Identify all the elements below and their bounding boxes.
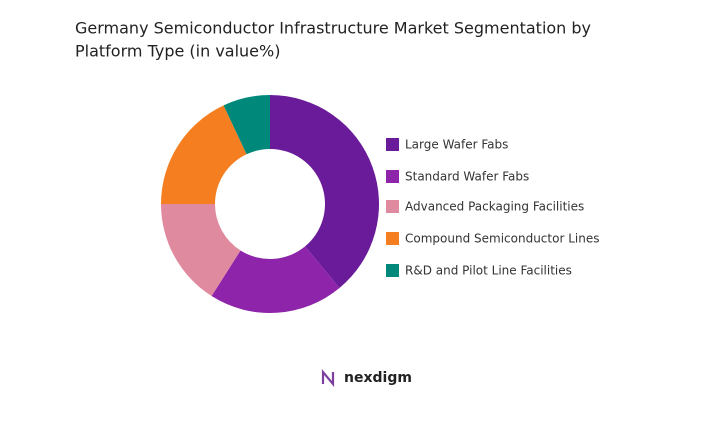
- legend-label: Standard Wafer Fabs: [405, 170, 529, 184]
- logo-icon: [321, 368, 335, 388]
- legend-swatch: [386, 200, 399, 213]
- donut-slice: [161, 105, 247, 204]
- logo-text: nexdigm: [344, 370, 412, 386]
- donut-slice: [270, 95, 379, 288]
- donut-slice: [223, 95, 270, 155]
- legend-swatch: [386, 264, 399, 277]
- legend-swatch: [386, 170, 399, 183]
- legend-swatch: [386, 138, 399, 151]
- donut-slice: [161, 204, 241, 297]
- legend-swatch: [386, 232, 399, 245]
- legend-label: R&D and Pilot Line Facilities: [405, 264, 572, 278]
- donut-slice: [211, 246, 340, 313]
- logo: nexdigm: [321, 368, 412, 388]
- legend-label: Advanced Packaging Facilities: [405, 200, 584, 214]
- chart-title: Platform Type (in value%): [75, 42, 280, 61]
- legend-label: Compound Semiconductor Lines: [405, 232, 599, 246]
- chart-title: Germany Semiconductor Infrastructure Mar…: [75, 19, 591, 38]
- legend-label: Large Wafer Fabs: [405, 138, 508, 152]
